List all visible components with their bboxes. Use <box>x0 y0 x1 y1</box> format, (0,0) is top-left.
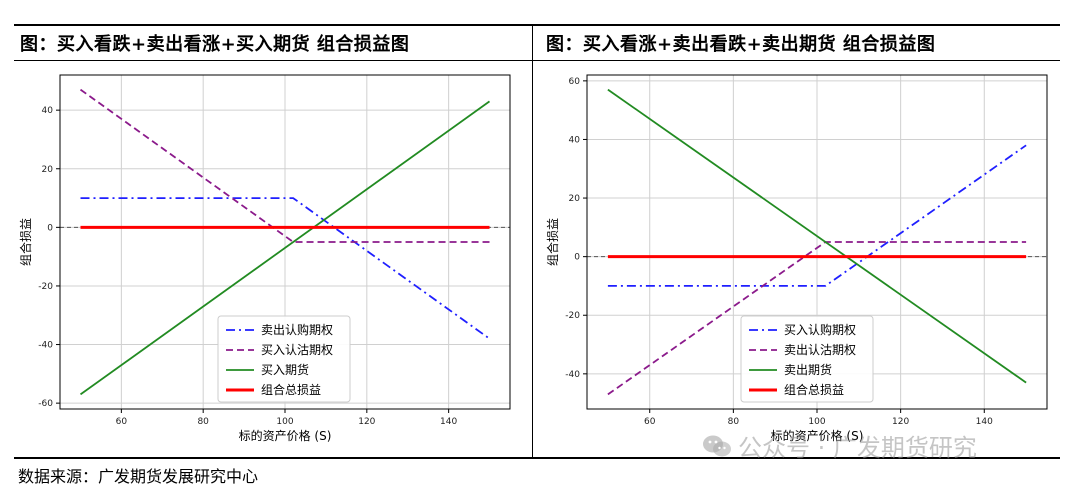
y-tick-label: 40 <box>569 135 581 145</box>
report-frame: 图：买入看跌+卖出看涨+买入期货 组合损益图 图：买入看涨+卖出看跌+卖出期货 … <box>14 24 1060 460</box>
left-panel-title: 图：买入看跌+卖出看涨+买入期货 组合损益图 <box>20 34 410 55</box>
y-axis-label: 组合损益 <box>18 218 33 266</box>
x-tick-label: 100 <box>808 417 825 427</box>
y-tick-label: -40 <box>565 370 580 380</box>
x-axis-label: 标的资产价格 (S) <box>239 428 332 442</box>
series-line <box>607 88 1027 384</box>
x-tick-label: 120 <box>892 417 909 427</box>
legend-label: 卖出期货 <box>784 362 832 377</box>
x-tick-label: 60 <box>116 417 128 427</box>
x-tick-label: 100 <box>276 417 293 427</box>
x-tick-label: 140 <box>976 417 993 427</box>
y-tick-label: 0 <box>574 253 580 263</box>
x-tick-label: 140 <box>440 417 457 427</box>
series-line <box>79 100 491 396</box>
top-rule <box>14 24 1060 26</box>
series-line <box>607 144 1027 287</box>
y-tick-label: -60 <box>38 399 53 409</box>
header-rule <box>14 60 1060 61</box>
right-chart: 60 80 100 120 140 -40 -20 0 20 40 60 标的资产价格 (S) 组合损益… <box>545 74 1048 442</box>
x-tick-label: 80 <box>197 417 209 427</box>
watermark: 公众号 · 广发期货研究 <box>702 428 977 463</box>
y-tick-label: 60 <box>569 77 581 87</box>
legend-label: 买入期货 <box>261 362 309 377</box>
watermark-text: 公众号 · 广发期货研究 <box>738 434 977 462</box>
legend-box <box>217 315 351 403</box>
x-tick-label: 60 <box>644 417 656 427</box>
legend-box <box>740 315 874 403</box>
legend-label: 卖出认沽期权 <box>784 343 856 357</box>
y-tick-label: 20 <box>42 165 54 175</box>
y-tick-label: 0 <box>47 223 53 233</box>
y-tick-label: -40 <box>38 341 53 351</box>
y-tick-label: 40 <box>42 106 54 116</box>
x-tick-label: 120 <box>358 417 375 427</box>
series-line <box>80 197 491 340</box>
legend-label: 组合总损益 <box>261 382 321 397</box>
legend-label: 买入认沽期权 <box>261 343 333 357</box>
left-chart: 60 80 100 120 140 -60 -40 -20 0 20 40 标的资产价格 (S) 组合损… <box>18 74 511 442</box>
y-tick-label: 20 <box>569 194 581 204</box>
wechat-icon <box>703 435 731 456</box>
x-tick-label: 80 <box>728 417 740 427</box>
right-panel-title: 图：买入看涨+卖出看跌+卖出期货 组合损益图 <box>546 34 936 55</box>
y-axis-label: 组合损益 <box>545 218 560 266</box>
data-source-note: 数据来源：广发期货发展研究中心 <box>18 467 259 486</box>
y-tick-label: -20 <box>38 282 53 292</box>
legend-label: 买入认购期权 <box>784 322 856 337</box>
legend-label: 组合总损益 <box>784 382 844 397</box>
panel-separator <box>532 24 533 459</box>
bottom-rule <box>14 457 1060 459</box>
x-axis-label: 标的资产价格 (S) <box>771 428 864 442</box>
legend-label: 卖出认购期权 <box>261 322 333 337</box>
y-tick-label: -20 <box>565 311 580 321</box>
